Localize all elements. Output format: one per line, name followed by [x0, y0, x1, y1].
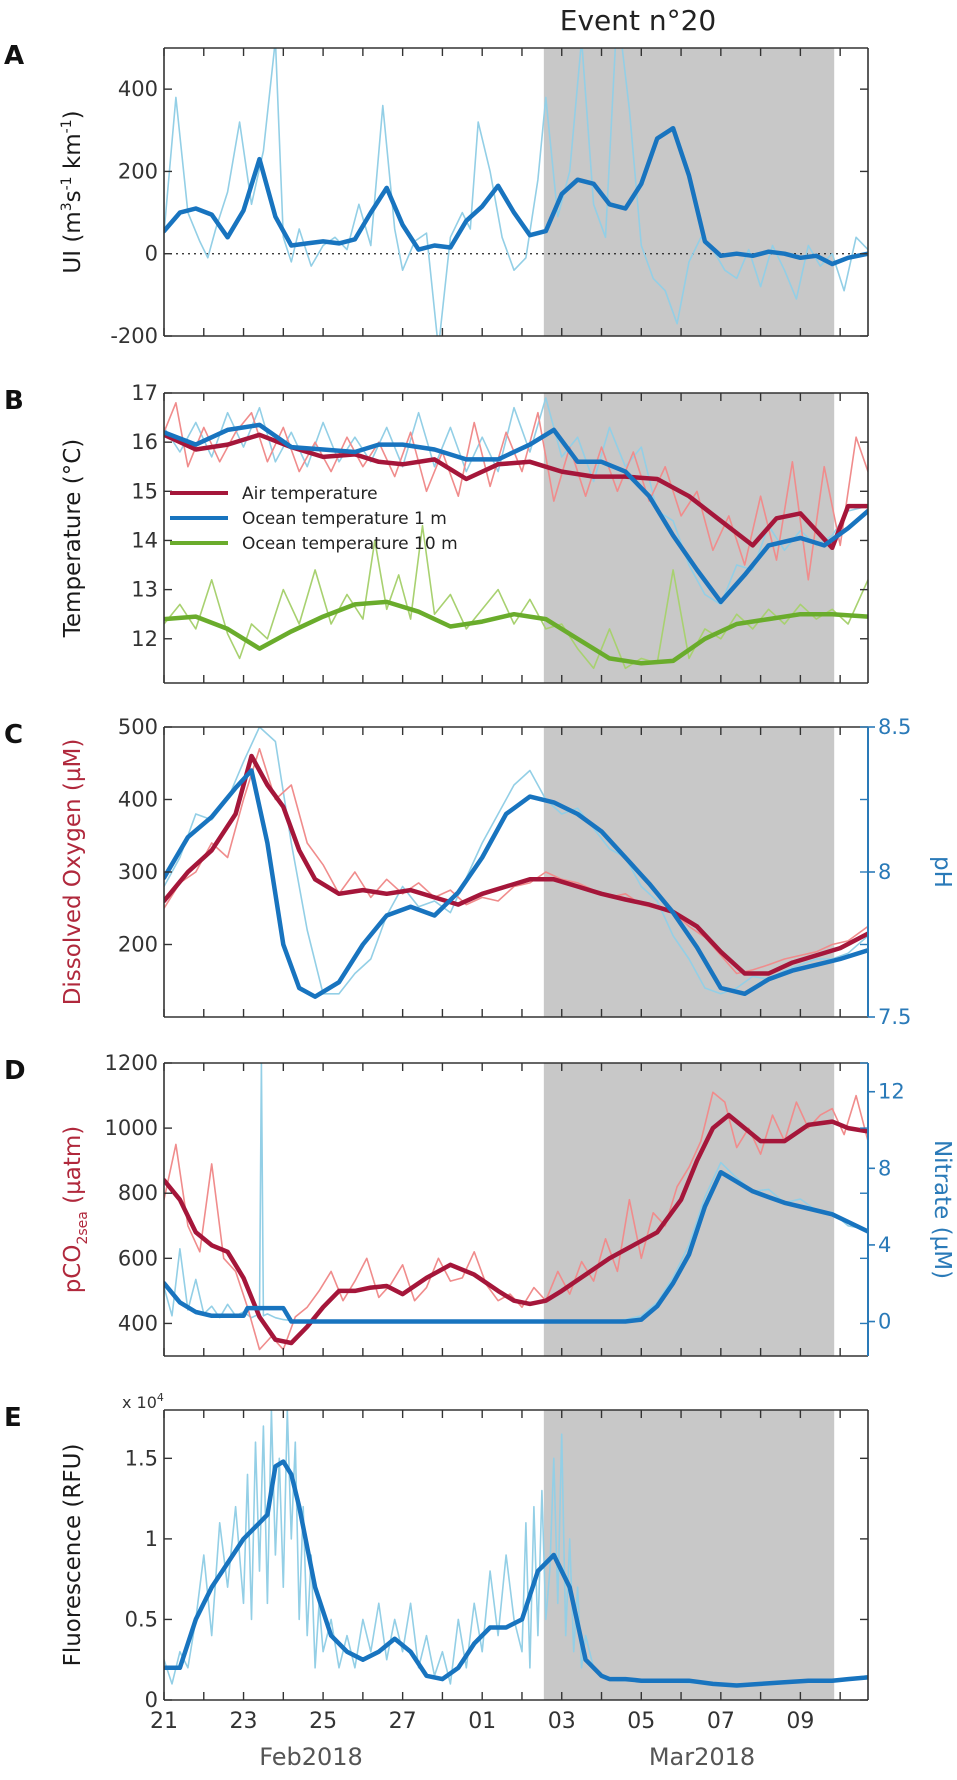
legend: Air temperature Ocean temperature 1 m Ocea…	[170, 484, 458, 554]
y-axis-label-right: Nitrate (µM)	[929, 1140, 955, 1279]
y-tick-label: 0.5	[125, 1607, 158, 1631]
series-group	[164, 397, 868, 670]
x-tick-label: 07	[707, 1709, 735, 1734]
x-tick-label: 21	[150, 1709, 178, 1734]
y-tick-label: 800	[118, 1181, 158, 1205]
y-tick-label: 14	[131, 528, 158, 552]
x-tick-label: 03	[548, 1709, 576, 1734]
panel-A: -200 0 200 400 A UI (m3s-1 km-1)	[4, 41, 869, 348]
x-tick-label: 09	[786, 1709, 814, 1734]
event-shading	[543, 1410, 835, 1700]
series-ocean-temperature-10-m-raw	[164, 524, 868, 670]
y-tick-label: 13	[131, 578, 158, 602]
y-tick-label: 400	[118, 1311, 158, 1335]
y-tick-label: 0	[145, 1688, 158, 1712]
y-tick-label-right: 7.5	[878, 1005, 911, 1029]
y-axis-label-right: pH	[929, 856, 955, 888]
y-tick-label: 600	[118, 1246, 158, 1270]
y-tick-label-right: 8	[878, 1156, 891, 1180]
y-axis-label: Temperature (°C)	[60, 439, 86, 639]
legend-entry: Air temperature	[242, 484, 378, 504]
y-axis-label: Fluorescence (RFU)	[60, 1444, 86, 1667]
panel-letter: E	[4, 1403, 22, 1433]
series-fluorescence	[164, 1459, 868, 1688]
series-dissolved-oxygen-raw	[164, 747, 868, 975]
y-tick-label: 400	[118, 788, 158, 812]
panel-letter: D	[4, 1056, 26, 1086]
series-group	[164, 48, 868, 336]
y-tick-label: 1000	[105, 1116, 158, 1140]
x-tick-label: 05	[627, 1709, 655, 1734]
series-pco2sea	[164, 1112, 868, 1346]
y-axis-label: pCO2sea (µatm)	[60, 1126, 91, 1294]
y-tick-label: 0	[145, 242, 158, 266]
panel-letter: A	[4, 41, 24, 71]
y-tick-label: 1	[145, 1527, 158, 1551]
panel-letter: B	[4, 386, 24, 416]
y-tick-label: 16	[131, 430, 158, 454]
series-group	[164, 1410, 868, 1688]
y-tick-label-right: 8	[878, 860, 891, 884]
y-tick-label-right: 0	[878, 1310, 891, 1334]
panel-B: 12 13 14 15 16 17 B Temperature (°C) Air tempera…	[4, 381, 869, 684]
month-label-mar: Mar2018	[649, 1743, 755, 1771]
y-tick-label: 400	[118, 77, 158, 101]
event-shading	[543, 1063, 835, 1356]
series-nitrate	[164, 1169, 868, 1324]
x-tick-label: 01	[468, 1709, 496, 1734]
y-tick-label: 17	[131, 381, 158, 405]
series-ph-raw	[164, 727, 868, 995]
y-tick-label: 500	[118, 715, 158, 739]
x-tick-label: 25	[309, 1709, 337, 1734]
series-ui-hourly	[164, 48, 868, 336]
y-tick-label: 12	[131, 627, 158, 651]
event-title: Event n°20	[560, 4, 717, 37]
y-tick-label: -200	[110, 324, 158, 348]
month-label-feb: Feb2018	[259, 1743, 363, 1771]
y-tick-label: 300	[118, 860, 158, 884]
y-tick-label-right: 12	[878, 1080, 905, 1104]
series-ocean-temperature-1-m	[164, 422, 868, 605]
y-axis-label: UI (m3s-1 km-1)	[59, 110, 86, 273]
legend-entry: Ocean temperature 10 m	[242, 534, 458, 554]
legend-entry: Ocean temperature 1 m	[242, 509, 447, 529]
y-tick-label: 15	[131, 479, 158, 503]
x-axis-labels: 21 23 25 27 01 03 05 07 09	[150, 1709, 814, 1734]
y-tick-label-right: 4	[878, 1233, 891, 1257]
series-group	[164, 727, 868, 999]
series-ui-smoothed	[164, 125, 868, 267]
y-tick-label: 1200	[105, 1051, 158, 1075]
event-shading	[543, 727, 835, 1017]
x-tick-label: 27	[389, 1709, 417, 1734]
panel-E: 0 0.5 1 1.5 E Fluorescence (RFU) x 104	[4, 1391, 869, 1712]
scale-note: x 104	[122, 1391, 164, 1412]
y-tick-label: 200	[118, 159, 158, 183]
y-tick-label: 1.5	[125, 1446, 158, 1470]
event-shading	[543, 48, 835, 336]
series-ocean-temperature-10-m	[164, 599, 868, 666]
event-shading	[543, 393, 835, 683]
series-ph	[164, 768, 868, 999]
series-group	[164, 1063, 868, 1351]
x-tick-label: 23	[230, 1709, 258, 1734]
y-tick-label: 200	[118, 933, 158, 957]
panel-C: 200 300 400 500 7.5 8 8.5 C Dissolved Oxygen (µM…	[4, 715, 955, 1029]
y-axis-label: Dissolved Oxygen (µM)	[60, 739, 86, 1006]
y-tick-label-right: 8.5	[878, 715, 911, 739]
panel-letter: C	[4, 720, 23, 750]
series-dissolved-oxygen	[164, 753, 868, 976]
